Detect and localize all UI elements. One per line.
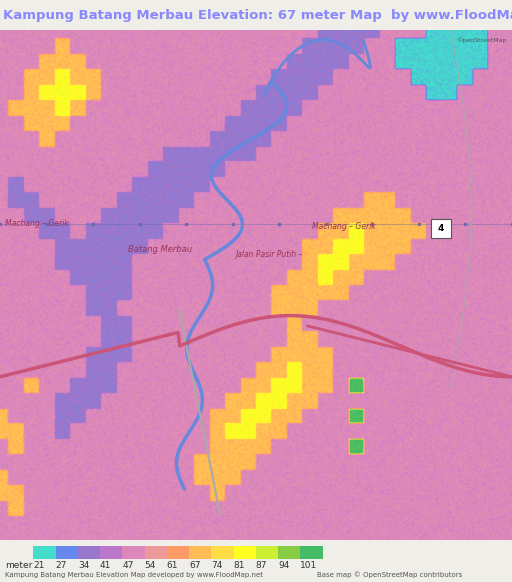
Text: 47: 47 (122, 561, 134, 570)
Bar (278, 546, 301, 559)
Text: Kampung Batang Merbau Elevation Map developed by www.FloodMap.net: Kampung Batang Merbau Elevation Map deve… (5, 572, 263, 578)
Text: 4: 4 (438, 224, 444, 233)
Text: 67: 67 (189, 561, 201, 570)
Text: 87: 87 (256, 561, 267, 570)
Text: 41: 41 (100, 561, 112, 570)
Text: 21: 21 (33, 561, 45, 570)
Bar (100, 546, 122, 559)
Bar (33, 546, 55, 559)
Text: 101: 101 (301, 561, 317, 570)
Text: Kampung Batang Merbau Elevation: 67 meter Map  by www.FloodMap.net (beta: Kampung Batang Merbau Elevation: 67 mete… (3, 9, 512, 22)
Text: meter: meter (5, 561, 32, 570)
Text: 34: 34 (78, 561, 89, 570)
Text: Machang – Gerik: Machang – Gerik (5, 219, 69, 228)
Bar (233, 546, 256, 559)
Text: 94: 94 (278, 561, 289, 570)
Text: 54: 54 (144, 561, 156, 570)
Bar (301, 546, 323, 559)
Text: ©penStreetMap: ©penStreetMap (456, 38, 507, 43)
Bar (144, 546, 167, 559)
Bar (122, 546, 144, 559)
Text: 61: 61 (167, 561, 178, 570)
Text: 74: 74 (211, 561, 223, 570)
Bar (256, 546, 278, 559)
Text: 27: 27 (55, 561, 67, 570)
Text: Batang Merbau: Batang Merbau (128, 245, 192, 254)
FancyBboxPatch shape (431, 219, 451, 238)
Bar (55, 546, 78, 559)
Text: Jalan Pasir Putih –: Jalan Pasir Putih – (236, 250, 303, 259)
Bar (189, 546, 211, 559)
Bar (211, 546, 233, 559)
Bar (167, 546, 189, 559)
Text: Base map © OpenStreetMap contributors: Base map © OpenStreetMap contributors (317, 571, 463, 578)
Text: 81: 81 (233, 561, 245, 570)
Text: Machang – Gerik: Machang – Gerik (312, 222, 376, 231)
Bar (78, 546, 100, 559)
